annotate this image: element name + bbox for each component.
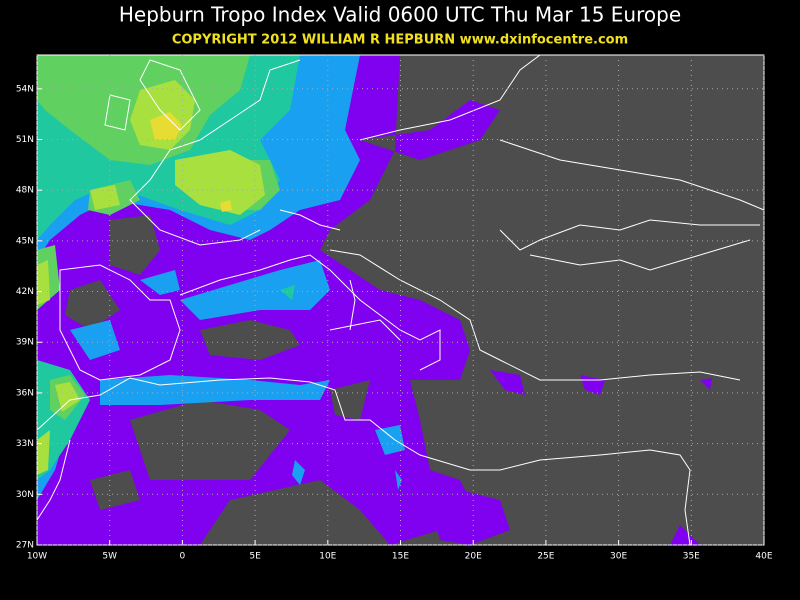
y-tick-label: 51N: [16, 135, 34, 145]
x-tick-label: 15E: [392, 552, 409, 562]
x-tick-label: 10E: [319, 552, 336, 562]
y-tick-label: 54N: [16, 84, 34, 94]
x-tick-label: 5W: [102, 552, 117, 562]
contour-purple: [420, 370, 712, 545]
y-tick-label: 39N: [16, 338, 34, 348]
contour-gray: [65, 215, 390, 545]
x-tick-label: 25E: [537, 552, 554, 562]
y-tick-label: 45N: [16, 236, 34, 246]
x-tick-label: 10W: [27, 552, 47, 562]
contour-yellowgreen: [37, 80, 265, 475]
contour-yellow: [150, 112, 232, 212]
y-tick-label: 48N: [16, 186, 34, 196]
copyright: COPYRIGHT 2012 WILLIAM R HEPBURN www.dxi…: [172, 33, 628, 48]
coastlines: [37, 55, 764, 545]
y-tick-label: 33N: [16, 439, 34, 449]
title: Hepburn Tropo Index Valid 0600 UTC Thu M…: [119, 3, 681, 27]
x-tick-label: 20E: [465, 552, 482, 562]
x-tick-label: 0: [180, 552, 186, 562]
x-tick-label: 40E: [755, 552, 772, 562]
y-tick-label: 36N: [16, 388, 34, 398]
y-tick-label: 27N: [16, 541, 34, 551]
map-area: [37, 55, 764, 545]
x-tick-label: 30E: [610, 552, 627, 562]
x-tick-label: 35E: [683, 552, 700, 562]
contour-green: [37, 55, 280, 420]
y-tick-label: 30N: [16, 490, 34, 500]
y-tick-label: 42N: [16, 287, 34, 297]
x-tick-label: 5E: [249, 552, 261, 562]
